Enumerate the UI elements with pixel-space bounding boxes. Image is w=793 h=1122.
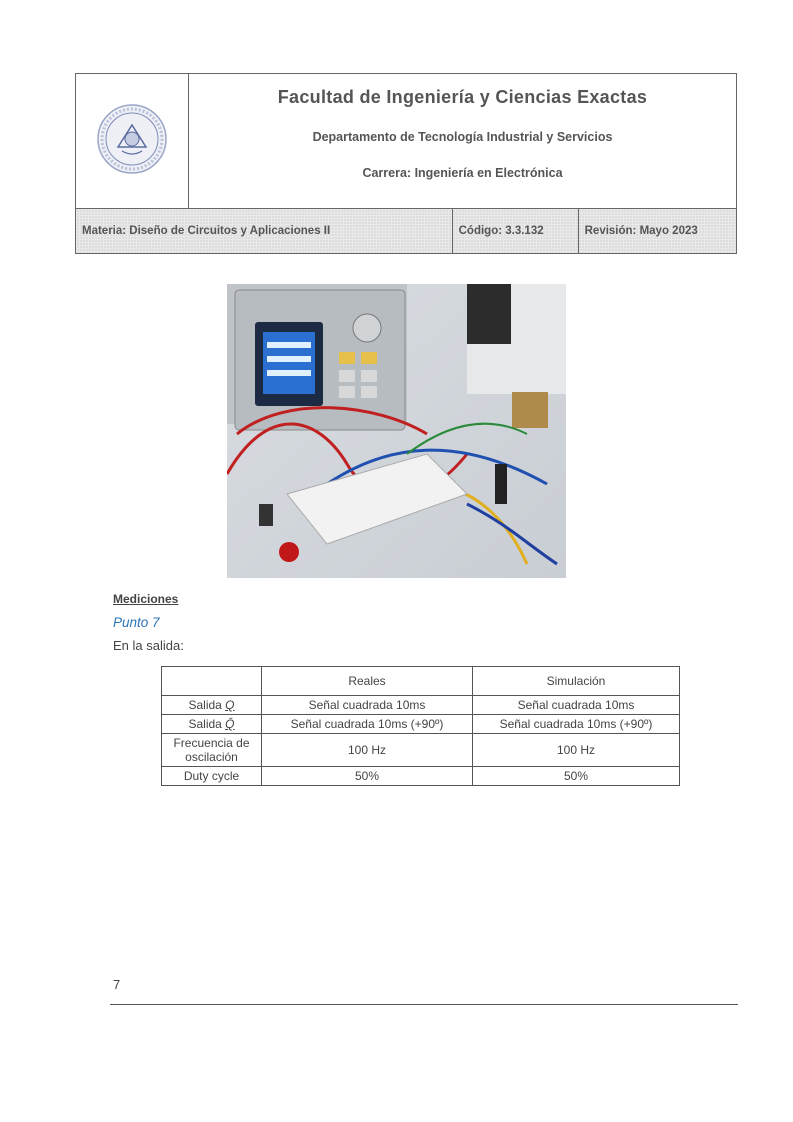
row-label: Salida Q [161, 695, 262, 715]
faculty-title: Facultad de Ingeniería y Ciencias Exacta… [277, 87, 648, 107]
department-title: Departamento de Tecnología Industrial y … [312, 130, 613, 144]
subsection-heading: Punto 7 [113, 615, 160, 630]
page-number: 7 [113, 977, 121, 992]
lab-bench-photo [227, 284, 566, 578]
row-label: Duty cycle [161, 766, 262, 786]
logo-cell [75, 73, 189, 209]
table-row: Frecuencia de oscilación 100 Hz 100 Hz [161, 733, 680, 767]
sim-value: 50% [472, 766, 680, 786]
footer-divider [110, 1004, 738, 1005]
row-label: Frecuencia de oscilación [161, 733, 262, 767]
intro-text: En la salida: [113, 638, 184, 653]
sim-value: Señal cuadrada 10ms [472, 695, 680, 715]
real-value: 50% [261, 766, 473, 786]
real-value: Señal cuadrada 10ms [261, 695, 473, 715]
table-header-cell: Simulación [472, 666, 680, 696]
sim-value: 100 Hz [472, 733, 680, 767]
subject-cell: Materia: Diseño de Circuitos y Aplicacio… [75, 208, 453, 254]
measurements-table: Reales Simulación Salida Q Señal cuadrad… [161, 666, 680, 786]
table-row: Duty cycle 50% 50% [161, 766, 680, 786]
table-row: Salida Q Señal cuadrada 10ms Señal cuadr… [161, 695, 680, 715]
table-header-row: Reales Simulación [161, 666, 680, 696]
table-header-cell: Reales [261, 666, 473, 696]
row-label-prefix: Salida [188, 717, 226, 731]
sim-value: Señal cuadrada 10ms (+90º) [472, 714, 680, 734]
university-seal-icon [97, 103, 167, 174]
real-value: Señal cuadrada 10ms (+90º) [261, 714, 473, 734]
q-bar-symbol: Q̄ [225, 717, 235, 731]
real-value: 100 Hz [261, 733, 473, 767]
lab-bench-photo-illustration [227, 284, 566, 578]
table-header-cell [161, 666, 262, 696]
revision-cell: Revisión: Mayo 2023 [577, 208, 738, 254]
q-symbol: Q [225, 698, 235, 712]
row-label-prefix: Salida [188, 698, 226, 712]
row-label: Salida Q̄ [161, 714, 262, 734]
header-titles: Facultad de Ingeniería y Ciencias Exacta… [188, 73, 737, 209]
career-title: Carrera: Ingeniería en Electrónica [362, 166, 563, 180]
code-cell: Código: 3.3.132 [451, 208, 579, 254]
section-heading: Mediciones [113, 592, 179, 606]
document-header: Facultad de Ingeniería y Ciencias Exacta… [75, 73, 738, 254]
table-row: Salida Q̄ Señal cuadrada 10ms (+90º) Señ… [161, 714, 680, 734]
